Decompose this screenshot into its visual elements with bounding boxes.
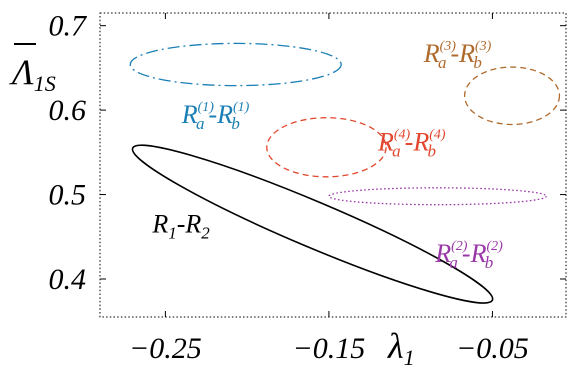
x-axis-label: λ1: [387, 326, 415, 370]
ellipse-series-4: [465, 67, 560, 124]
ellipse-series-2: [130, 43, 341, 85]
region-label-part: a: [392, 142, 401, 161]
region-label-part: a: [449, 253, 458, 272]
region-label-part: -R: [177, 210, 202, 239]
region-label-part: b: [473, 53, 482, 72]
x-tick-label: −0.25: [129, 332, 202, 365]
region-label-part: 1: [168, 224, 177, 243]
region-label-part: R: [151, 210, 168, 239]
y-tick-label: 0.4: [49, 263, 87, 296]
y-tick-label: 0.7: [49, 10, 89, 43]
region-label-part: (3): [475, 39, 492, 54]
x-tick-label: −0.05: [456, 332, 529, 365]
y-axis-label-sub: 1S: [34, 71, 56, 96]
region-label-part: -R: [462, 239, 487, 268]
y-tick-label: 0.5: [49, 179, 87, 212]
ellipse-series-3: [329, 188, 546, 205]
region-label-part: (1): [233, 100, 250, 115]
region-label-2: R(1) a -R(1) b: [181, 100, 250, 133]
region-label-part: (4): [429, 128, 446, 143]
axis-ticks: −0.25 −0.15 −0.05 0.4 0.5 0.6 0.7: [49, 10, 567, 365]
y-axis-label: Λ1S: [9, 52, 56, 96]
region-labels: R1-R2R(1) a -R(1) bR(2) a -R(2) bR(3) a -R(3) bR(…: [151, 39, 503, 272]
region-label-part: b: [485, 253, 494, 272]
ellipse-series-5: [267, 118, 386, 177]
region-label-part: -R: [208, 100, 233, 129]
region-label-4: R(3) a -R(3) b: [423, 39, 492, 72]
plot-frame: [100, 13, 566, 317]
region-label-part: a: [196, 114, 205, 133]
region-label-part: a: [438, 53, 447, 72]
y-tick-label: 0.6: [49, 94, 87, 127]
x-axis-label-sub: 1: [404, 345, 415, 370]
region-label-part: b: [428, 142, 437, 161]
region-label-part: -R: [405, 128, 430, 157]
region-label-part: 2: [201, 224, 210, 243]
y-axis-label-main: Λ: [9, 52, 34, 92]
region-label-part: -R: [450, 39, 475, 68]
confidence-ellipses: [124, 43, 560, 321]
region-label-part: b: [231, 114, 240, 133]
region-label-part: (2): [486, 239, 503, 254]
region-label-1: R1-R2: [151, 210, 210, 243]
x-axis-label-main: λ: [387, 326, 404, 366]
region-label-3: R(2) a -R(2) b: [434, 239, 503, 272]
region-label-5: R(4) a -R(4) b: [377, 128, 446, 161]
x-tick-label: −0.15: [293, 332, 366, 365]
